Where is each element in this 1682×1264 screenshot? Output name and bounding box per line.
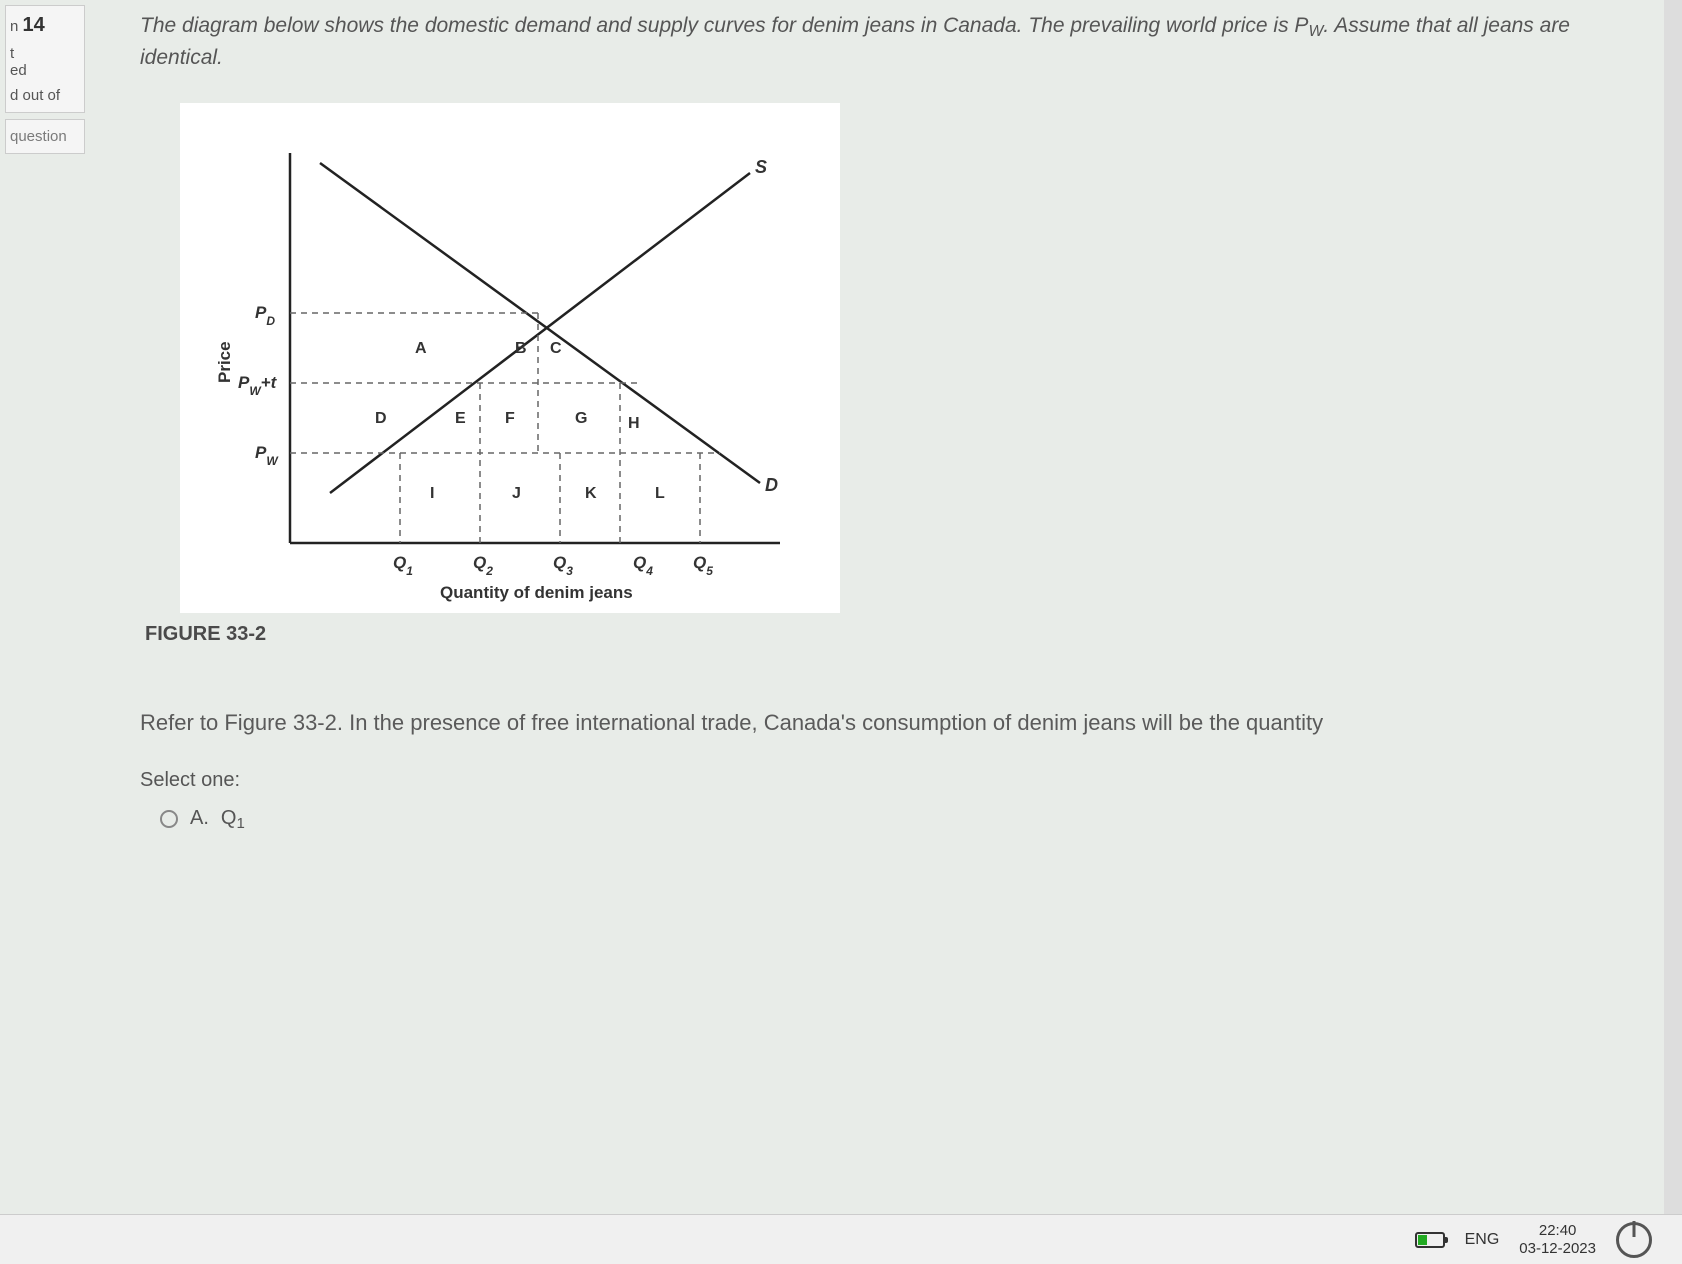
battery-icon[interactable]	[1415, 1232, 1445, 1248]
region-e: E	[455, 410, 466, 427]
pd-label: PD	[255, 303, 275, 328]
status-line-1: t	[10, 45, 80, 62]
x-axis-label: Quantity of denim jeans	[440, 583, 633, 602]
scrollbar[interactable]	[1664, 0, 1682, 1214]
taskbar: ENG 22:40 03-12-2023	[0, 1214, 1682, 1264]
region-h: H	[628, 415, 640, 432]
region-g: G	[575, 410, 587, 427]
time: 22:40	[1519, 1222, 1596, 1240]
clock[interactable]: 22:40 03-12-2023	[1519, 1222, 1596, 1258]
region-c: C	[550, 340, 562, 357]
q3-label: Q3	[553, 553, 573, 578]
date: 03-12-2023	[1519, 1240, 1596, 1258]
q2-label: Q2	[473, 553, 493, 578]
flag-question-link[interactable]: question	[5, 119, 85, 154]
intro-sub: W	[1308, 23, 1323, 40]
supply-curve	[330, 173, 750, 493]
intro-part1: The diagram below shows the domestic dem…	[140, 14, 1308, 37]
region-a: A	[415, 340, 427, 357]
q4-label: Q4	[633, 553, 653, 578]
region-l: L	[655, 485, 665, 502]
q5-label: Q5	[693, 553, 713, 578]
region-f: F	[505, 410, 515, 427]
pw-label: PW	[255, 443, 279, 468]
language-indicator[interactable]: ENG	[1465, 1231, 1500, 1249]
supply-demand-diagram: Price S D PD PW+t PW	[180, 103, 840, 613]
region-i: I	[430, 485, 434, 502]
question-number: 14	[23, 14, 45, 36]
power-icon[interactable]	[1616, 1222, 1652, 1258]
radio-icon[interactable]	[160, 810, 178, 828]
option-a[interactable]: A. Q1	[160, 807, 1632, 830]
y-axis-label: Price	[215, 341, 234, 383]
region-d: D	[375, 410, 387, 427]
question-sidebar: n 14 t ed d out of question	[0, 0, 90, 165]
region-b: B	[515, 340, 527, 357]
region-j: J	[512, 485, 521, 502]
question-content: The diagram below shows the domestic dem…	[120, 0, 1652, 840]
supply-label: S	[755, 157, 767, 177]
select-one-label: Select one:	[140, 769, 1632, 792]
question-text: Refer to Figure 33-2. In the presence of…	[140, 706, 1632, 739]
question-number-box: n 14 t ed d out of	[5, 5, 85, 113]
intro-text: The diagram below shows the domestic dem…	[140, 10, 1632, 73]
pwt-label: PW+t	[238, 373, 278, 398]
option-text: Q1	[221, 807, 245, 830]
status-line-3: d out of	[10, 87, 80, 104]
demand-label: D	[765, 475, 778, 495]
demand-curve	[320, 163, 760, 483]
question-prefix: n	[10, 18, 23, 35]
figure-label: FIGURE 33-2	[145, 623, 1632, 646]
region-k: K	[585, 485, 597, 502]
diagram-svg: Price S D PD PW+t PW	[200, 123, 820, 603]
status-line-2: ed	[10, 62, 80, 79]
option-letter: A.	[190, 807, 209, 830]
q1-label: Q1	[393, 553, 413, 578]
battery-fill	[1418, 1235, 1427, 1245]
